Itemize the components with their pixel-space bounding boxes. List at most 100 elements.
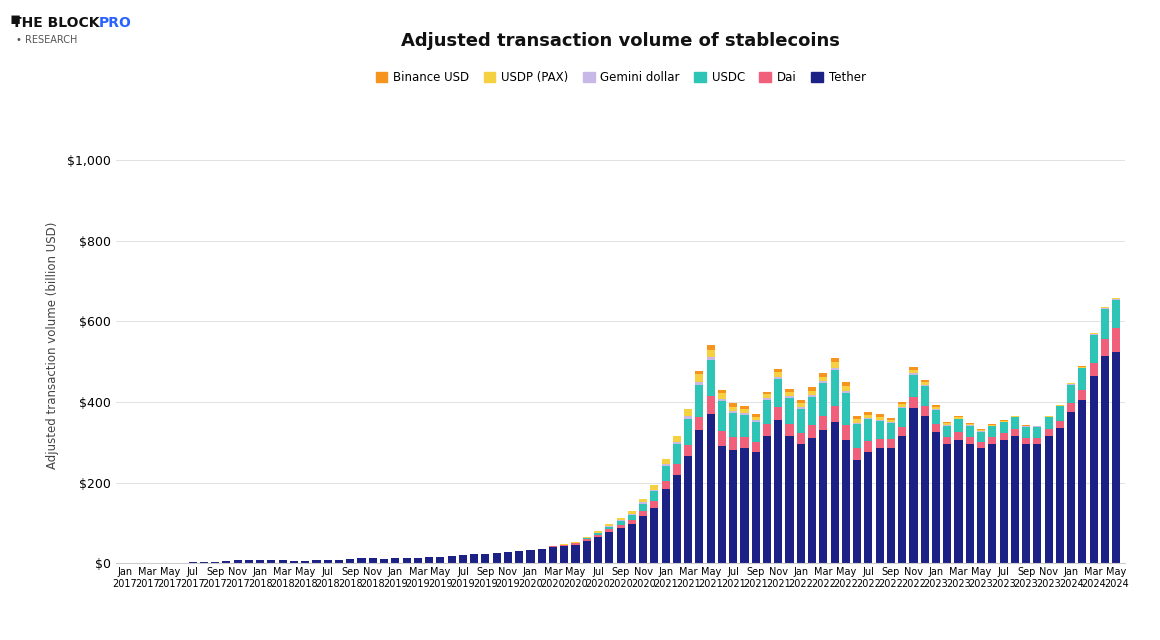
Bar bbox=[943, 422, 951, 424]
Bar bbox=[1056, 420, 1064, 428]
Bar bbox=[1101, 356, 1109, 563]
Bar bbox=[706, 349, 715, 357]
Bar bbox=[606, 527, 614, 529]
Bar bbox=[763, 394, 771, 398]
Bar bbox=[459, 555, 467, 563]
Bar bbox=[898, 408, 906, 427]
Bar bbox=[752, 417, 760, 420]
Bar bbox=[864, 452, 872, 563]
Bar bbox=[931, 405, 940, 407]
Bar bbox=[853, 424, 861, 449]
Bar bbox=[718, 401, 726, 431]
Bar bbox=[864, 419, 872, 441]
Bar bbox=[1000, 422, 1008, 433]
Bar bbox=[943, 424, 951, 425]
Bar bbox=[943, 444, 951, 563]
Bar bbox=[1067, 412, 1075, 563]
Bar bbox=[1000, 433, 1008, 440]
Bar bbox=[955, 417, 963, 419]
Bar bbox=[831, 367, 839, 370]
Bar bbox=[211, 561, 219, 563]
Bar bbox=[785, 398, 793, 424]
Bar bbox=[887, 424, 896, 440]
Bar bbox=[921, 386, 929, 406]
Text: • RESEARCH: • RESEARCH bbox=[16, 35, 78, 45]
Bar bbox=[740, 415, 748, 437]
Bar bbox=[706, 360, 715, 396]
Bar bbox=[842, 386, 850, 391]
Bar bbox=[684, 419, 693, 445]
Bar bbox=[706, 357, 715, 360]
Bar bbox=[966, 426, 973, 437]
Bar bbox=[809, 397, 817, 426]
Bar bbox=[988, 424, 996, 426]
Bar bbox=[718, 393, 726, 399]
Bar bbox=[943, 437, 951, 444]
Bar bbox=[819, 376, 827, 381]
Bar bbox=[684, 416, 693, 419]
Bar bbox=[921, 406, 929, 416]
Bar bbox=[223, 561, 231, 563]
Bar bbox=[582, 540, 590, 541]
Bar bbox=[887, 449, 896, 563]
Bar bbox=[730, 413, 738, 438]
Bar bbox=[819, 381, 827, 383]
Bar bbox=[695, 374, 703, 382]
Bar bbox=[966, 444, 973, 563]
Bar bbox=[617, 522, 624, 525]
Bar bbox=[594, 535, 602, 537]
Bar bbox=[864, 415, 872, 418]
Bar bbox=[785, 396, 793, 398]
Bar bbox=[864, 412, 872, 415]
Bar bbox=[267, 560, 275, 563]
Bar bbox=[594, 533, 602, 535]
Bar bbox=[1101, 339, 1109, 356]
Bar bbox=[819, 430, 827, 563]
Bar bbox=[876, 438, 884, 449]
Bar bbox=[628, 515, 636, 520]
Bar bbox=[706, 396, 715, 414]
Bar bbox=[357, 558, 365, 563]
Bar bbox=[740, 413, 748, 415]
Bar bbox=[921, 380, 929, 382]
Bar bbox=[414, 557, 422, 563]
Bar bbox=[797, 407, 805, 409]
Bar bbox=[752, 414, 760, 417]
Bar bbox=[695, 430, 703, 563]
Bar bbox=[684, 445, 693, 456]
Bar bbox=[639, 511, 647, 516]
Bar bbox=[819, 372, 827, 376]
Bar bbox=[898, 427, 906, 436]
Bar bbox=[391, 558, 399, 563]
Bar bbox=[740, 449, 748, 563]
Bar bbox=[909, 408, 918, 563]
Bar bbox=[909, 374, 918, 397]
Bar bbox=[684, 409, 693, 416]
Bar bbox=[763, 436, 771, 563]
Bar bbox=[864, 441, 872, 452]
Bar bbox=[493, 553, 501, 563]
Bar bbox=[369, 558, 377, 563]
Bar bbox=[774, 377, 782, 379]
Bar bbox=[898, 404, 906, 407]
Legend: Binance USD, USDP (PAX), Gemini dollar, USDC, Dai, Tether: Binance USD, USDP (PAX), Gemini dollar, … bbox=[371, 67, 870, 89]
Bar bbox=[740, 437, 748, 449]
Bar bbox=[436, 557, 444, 563]
Bar bbox=[752, 442, 760, 452]
Y-axis label: Adjusted transaction volume (billion USD): Adjusted transaction volume (billion USD… bbox=[46, 222, 59, 469]
Bar bbox=[785, 388, 793, 392]
Bar bbox=[503, 552, 512, 563]
Bar bbox=[752, 422, 760, 442]
Bar bbox=[921, 382, 929, 385]
Bar bbox=[245, 561, 253, 563]
Bar bbox=[1112, 300, 1121, 328]
Bar bbox=[988, 426, 996, 438]
Bar bbox=[448, 556, 456, 563]
Bar bbox=[606, 532, 614, 563]
Bar bbox=[876, 420, 884, 438]
Bar bbox=[853, 419, 861, 422]
Bar bbox=[651, 501, 659, 508]
Bar bbox=[1089, 335, 1097, 363]
Bar bbox=[673, 436, 681, 442]
Bar bbox=[831, 370, 839, 406]
